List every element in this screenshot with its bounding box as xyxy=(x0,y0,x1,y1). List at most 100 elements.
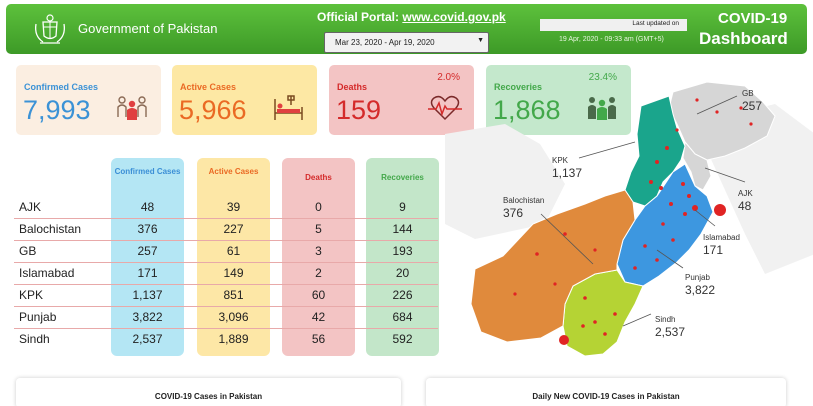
deaths-cell: 60 xyxy=(311,288,326,302)
map-svg xyxy=(445,81,813,357)
ajk-region[interactable] xyxy=(682,140,712,191)
deaths-cell: 0 xyxy=(315,200,322,214)
confirmed-cell: 1,137 xyxy=(132,288,163,302)
region-name: KPK xyxy=(19,288,44,302)
deaths-column-bg xyxy=(282,158,355,356)
active-cell: 149 xyxy=(223,266,244,280)
table-row: GB 257 61 3 193 xyxy=(14,241,438,263)
confirmed-cell: 3,822 xyxy=(132,310,163,324)
map-label-gb: GB 257 xyxy=(742,88,762,112)
portal-label: Official Portal: xyxy=(317,10,400,24)
confirmed-value: 7,993 xyxy=(23,95,91,125)
region-name: Islamabad xyxy=(19,266,75,280)
gb-name: GB xyxy=(742,89,754,98)
islamabad-value: 171 xyxy=(703,243,724,257)
deaths-cell: 56 xyxy=(311,332,326,346)
sindh-region[interactable] xyxy=(562,269,644,357)
karachi-hotspot-dot[interactable] xyxy=(559,335,569,345)
last-updated-value: 19 Apr, 2020 - 09:33 am (GMT+5) xyxy=(559,36,664,43)
islamabad-name: Islamabad xyxy=(703,233,740,242)
deaths-cell: 5 xyxy=(315,222,322,236)
case-dots xyxy=(513,98,753,336)
sindh-value: 2,537 xyxy=(655,325,686,339)
map-label-ajk: AJK 48 xyxy=(738,188,753,212)
cases-chart-panel: COVID-19 Cases in Pakistan xyxy=(16,378,401,406)
recoveries-header: Recoveries xyxy=(381,173,424,182)
gb-region[interactable] xyxy=(668,81,776,161)
punjab-value: 3,822 xyxy=(685,283,716,297)
balochistan-region[interactable] xyxy=(470,189,636,343)
deaths-cell: 3 xyxy=(315,244,322,258)
recoveries-cell: 684 xyxy=(392,310,413,324)
balochistan-name: Balochistan xyxy=(503,196,545,205)
recovered-people-icon xyxy=(588,97,616,120)
deaths-card: 2.0% Deaths 159 xyxy=(329,65,474,135)
recoveries-cell: 193 xyxy=(392,244,413,258)
confirmed-label: Confirmed Cases xyxy=(24,82,99,92)
active-column-bg xyxy=(197,158,270,356)
table-row: Sindh 2,537 1,889 56 592 xyxy=(14,329,438,351)
active-cell: 851 xyxy=(223,288,244,302)
recoveries-cell: 592 xyxy=(392,332,413,346)
deaths-percent: 2.0% xyxy=(437,72,460,83)
active-value: 5,966 xyxy=(179,95,247,125)
deaths-header: Deaths xyxy=(305,173,332,182)
punjab-name: Punjab xyxy=(685,273,710,282)
ajk-name: AJK xyxy=(738,189,753,198)
hospital-bed-icon xyxy=(274,95,303,120)
neighbor-region-west xyxy=(445,124,565,239)
table-row: Islamabad 171 149 2 20 xyxy=(14,263,438,285)
islamabad-hotspot-dot[interactable] xyxy=(714,204,726,216)
official-portal: Official Portal: www.covid.gov.pk xyxy=(317,10,506,24)
kpk-value: 1,137 xyxy=(552,166,583,180)
region-name: AJK xyxy=(19,200,42,214)
last-updated-label: Last updated on xyxy=(540,19,687,31)
map-label-balochistan: Balochistan 376 xyxy=(503,195,544,219)
active-header: Active Cases xyxy=(208,167,259,176)
recoveries-percent: 23.4% xyxy=(588,72,617,83)
header-bar: Government of Pakistan Official Portal: … xyxy=(6,4,807,54)
heartbeat-icon xyxy=(428,95,462,121)
map-label-kpk: KPK 1,137 xyxy=(552,155,582,179)
confirmed-column-bg xyxy=(111,158,184,356)
active-label: Active Cases xyxy=(180,82,237,92)
map-label-sindh: Sindh 2,537 xyxy=(655,314,685,338)
active-cell: 61 xyxy=(226,244,241,258)
active-card: Active Cases 5,966 xyxy=(172,65,317,135)
balochistan-value: 376 xyxy=(503,206,524,220)
map-label-punjab: Punjab 3,822 xyxy=(685,272,715,296)
recoveries-cell: 9 xyxy=(399,200,406,214)
deaths-cell: 42 xyxy=(311,310,326,324)
deaths-value: 159 xyxy=(336,95,382,125)
government-title: Government of Pakistan xyxy=(78,21,218,36)
kpk-name: KPK xyxy=(552,156,569,165)
region-name: Balochistan xyxy=(19,222,82,236)
recoveries-label: Recoveries xyxy=(494,82,543,92)
confirmed-cell: 2,537 xyxy=(132,332,163,346)
sindh-name: Sindh xyxy=(655,315,676,324)
map-label-islamabad: Islamabad 171 xyxy=(703,232,740,256)
table-row: AJK 48 39 0 9 xyxy=(14,197,438,219)
active-cell: 39 xyxy=(226,200,241,214)
region-name: Punjab xyxy=(19,310,57,324)
active-cell: 227 xyxy=(223,222,244,236)
confirmed-cell: 376 xyxy=(137,222,158,236)
daily-cases-chart-panel: Daily New COVID-19 Cases in Pakistan xyxy=(426,378,786,406)
dashboard-title-line2: Dashboard xyxy=(699,29,788,48)
dashboard-title-line1: COVID-19 xyxy=(718,10,788,27)
caret-down-icon: ▼ xyxy=(477,37,484,44)
recoveries-column-bg xyxy=(366,158,439,356)
pakistan-emblem-icon xyxy=(35,14,65,44)
confirmed-cell: 48 xyxy=(140,200,155,214)
portal-link[interactable]: www.covid.gov.pk xyxy=(402,10,506,24)
pakistan-map[interactable]: GB 257 KPK 1,137 AJK 48 Balochistan 376 … xyxy=(445,64,813,379)
cases-chart-title: COVID-19 Cases in Pakistan xyxy=(154,392,263,401)
deaths-cell: 2 xyxy=(315,266,322,280)
confirmed-cell: 171 xyxy=(137,266,158,280)
date-range-select[interactable]: Mar 23, 2020 - Apr 19, 2020 ▼ xyxy=(324,32,489,53)
gb-value: 257 xyxy=(742,99,763,113)
confirmed-card: Confirmed Cases 7,993 xyxy=(16,65,161,135)
label-leader-lines xyxy=(540,95,746,327)
table-row: Balochistan 376 227 5 144 xyxy=(14,219,438,241)
table-row: Punjab 3,822 3,096 42 684 xyxy=(14,307,438,329)
